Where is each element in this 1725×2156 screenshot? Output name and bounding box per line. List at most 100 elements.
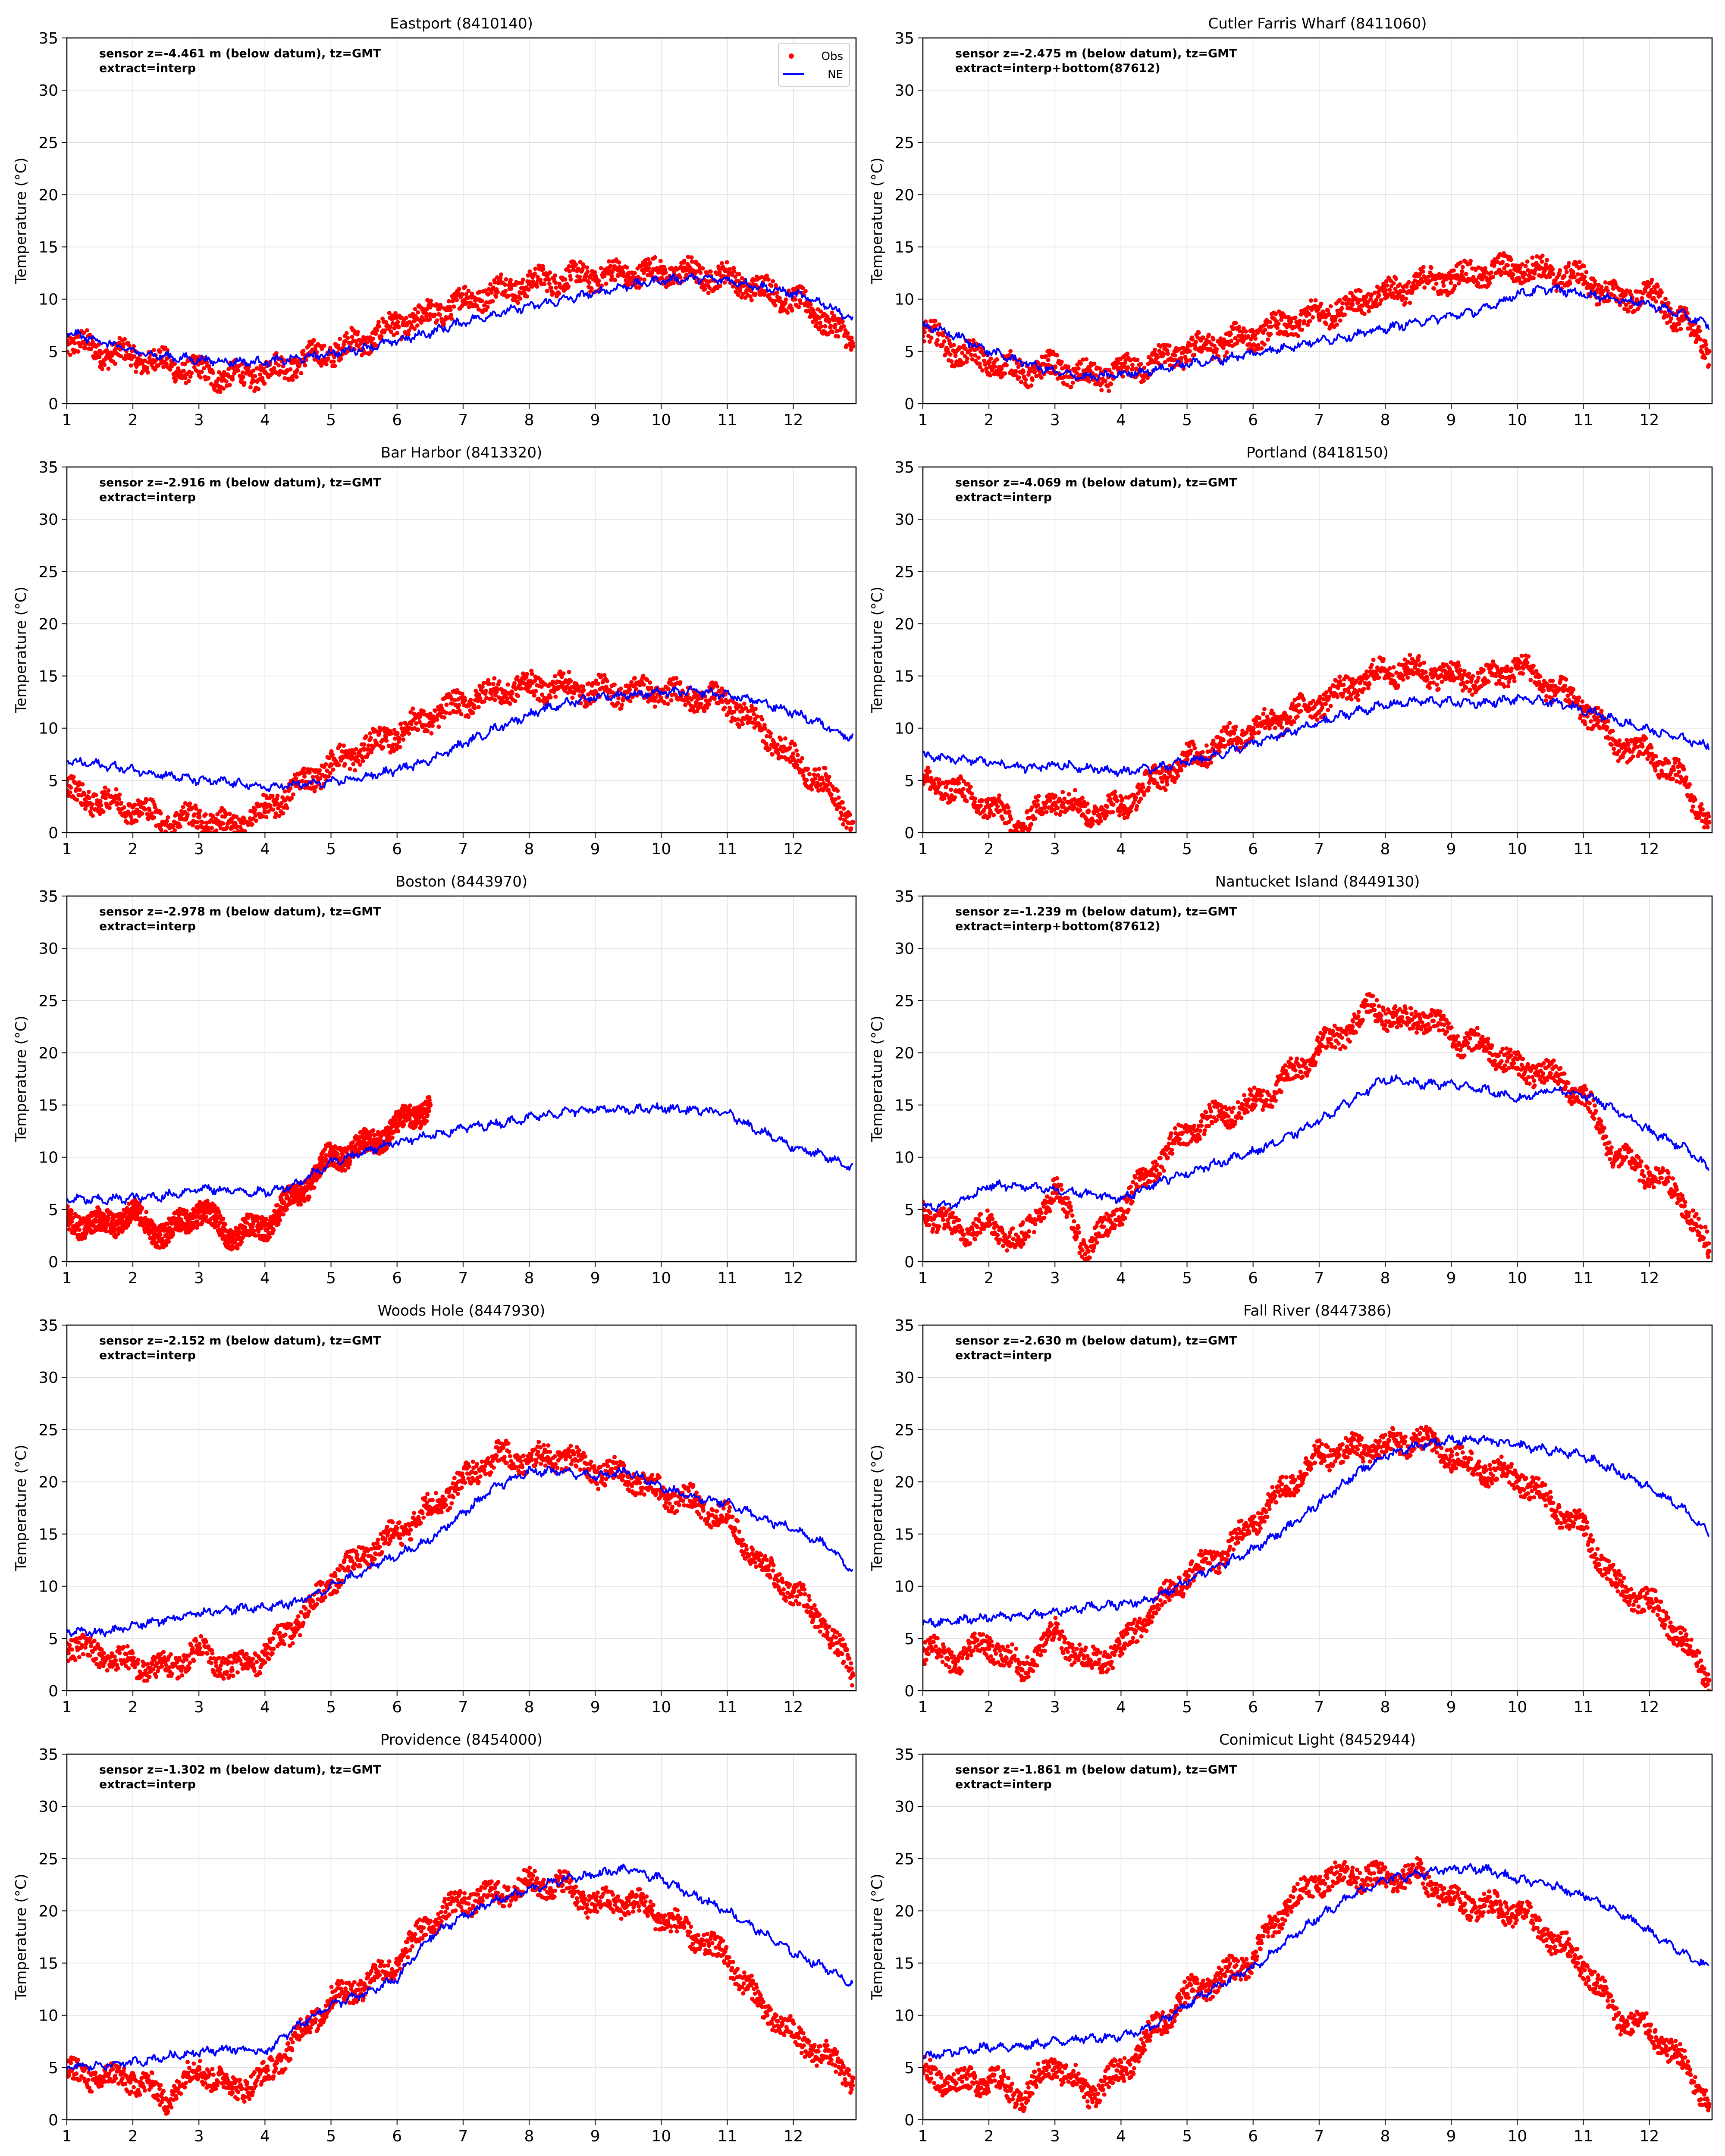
obs-point (401, 737, 406, 742)
obs-point (77, 787, 82, 792)
y-tick-label: 20 (38, 186, 58, 204)
obs-point (373, 332, 378, 336)
obs-point (362, 351, 367, 355)
obs-point (953, 795, 957, 800)
obs-point (485, 305, 490, 310)
obs-point (554, 285, 558, 290)
obs-point (798, 759, 803, 764)
obs-point (750, 720, 755, 725)
obs-point (356, 758, 361, 763)
obs-point (482, 699, 486, 704)
obs-point (669, 698, 674, 703)
sensor-info-text: sensor z=-2.475 m (below datum), tz=GMT (955, 47, 1237, 60)
obs-point (551, 291, 556, 296)
obs-point (210, 814, 215, 819)
chart-panel-3: Bar Harbor (8413320)1 2 3 4 5 6 7 8 9 10 11 1205101… (13, 444, 857, 858)
obs-point (734, 289, 738, 294)
obs-point (397, 736, 402, 741)
obs-point (949, 787, 953, 792)
series-ne-line (923, 284, 1710, 382)
obs-point (468, 698, 473, 702)
obs-point (375, 742, 380, 747)
obs-point (173, 377, 178, 382)
obs-point (1176, 347, 1181, 351)
obs-point (578, 701, 583, 705)
obs-point (360, 755, 365, 760)
obs-point (925, 765, 930, 770)
obs-point (1393, 276, 1398, 281)
obs-point (310, 774, 315, 779)
obs-point (1384, 279, 1389, 284)
x-tick-label: 8 (524, 840, 534, 858)
obs-point (395, 331, 399, 335)
obs-point (294, 776, 298, 780)
obs-point (1502, 266, 1507, 271)
obs-point (1335, 323, 1339, 327)
obs-point (417, 720, 422, 724)
obs-point (1185, 359, 1189, 364)
obs-point (1678, 326, 1683, 331)
obs-point (499, 272, 503, 277)
obs-point (533, 266, 538, 271)
obs-point (708, 269, 713, 274)
obs-point (672, 270, 677, 275)
obs-point (1103, 379, 1108, 383)
obs-point (1296, 334, 1301, 338)
obs-point (1223, 354, 1227, 358)
obs-point (699, 702, 703, 706)
obs-point (586, 681, 591, 686)
obs-point (342, 761, 347, 766)
obs-point (1016, 375, 1021, 380)
obs-point (927, 769, 932, 774)
obs-point (272, 366, 276, 370)
obs-point (574, 262, 578, 267)
obs-point (1324, 322, 1329, 326)
sensor-info-text: sensor z=-4.461 m (below datum), tz=GMT (99, 47, 381, 60)
obs-point (1367, 309, 1371, 313)
obs-point (125, 821, 130, 825)
obs-point (149, 811, 154, 816)
obs-point (1009, 817, 1013, 821)
obs-point (292, 360, 297, 365)
obs-point (1000, 816, 1005, 821)
obs-point (925, 774, 930, 779)
obs-point (1655, 284, 1660, 289)
obs-point (225, 825, 229, 830)
obs-point (463, 698, 467, 702)
obs-point (1606, 298, 1611, 303)
obs-point (1253, 336, 1258, 341)
obs-point (658, 259, 663, 263)
obs-point (94, 793, 98, 798)
obs-point (107, 805, 112, 810)
obs-point (581, 684, 586, 689)
obs-point (1540, 254, 1545, 258)
obs-point (524, 672, 529, 677)
obs-point (1487, 281, 1492, 285)
y-tick-label: 35 (38, 459, 58, 476)
obs-point (253, 374, 257, 379)
obs-point (1646, 284, 1651, 288)
obs-point (1491, 275, 1496, 279)
obs-point (433, 313, 437, 317)
obs-point (1134, 807, 1138, 812)
x-tick-label: 12 (1640, 411, 1659, 429)
obs-point (1543, 262, 1548, 267)
obs-point (641, 674, 646, 678)
obs-point (646, 699, 651, 704)
obs-point (113, 361, 118, 366)
data-layer (923, 251, 1712, 393)
obs-point (1663, 297, 1668, 301)
x-tick-label: 2 (128, 840, 138, 858)
obs-point (1475, 281, 1480, 285)
obs-point (1041, 810, 1045, 815)
obs-point (1104, 813, 1109, 818)
obs-point (1125, 351, 1130, 356)
obs-point (75, 797, 79, 802)
obs-point (728, 705, 732, 710)
obs-point (442, 715, 447, 720)
obs-point (1421, 265, 1426, 270)
obs-point (1179, 356, 1184, 360)
obs-point (568, 274, 573, 279)
obs-point (542, 282, 547, 286)
x-tick-label: 8 (1380, 411, 1390, 429)
